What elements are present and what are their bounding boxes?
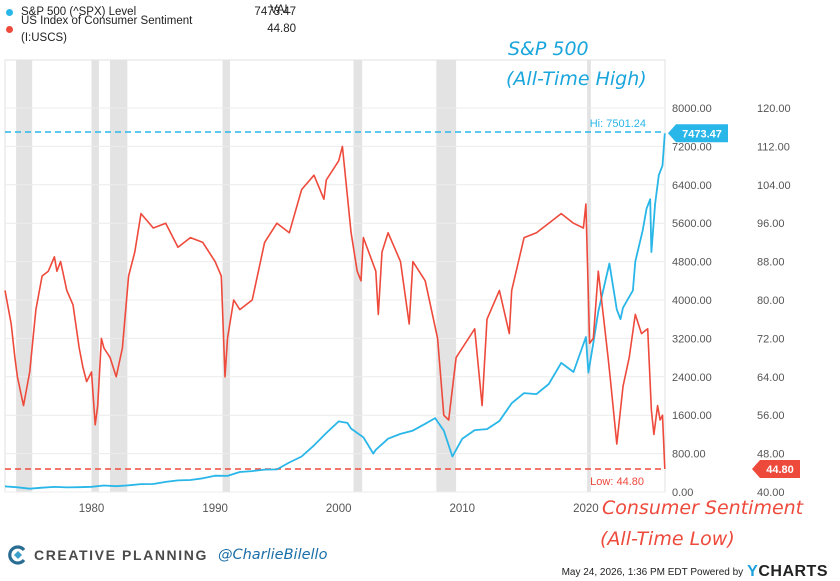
right-axis-tick-label: 56.00 xyxy=(757,410,785,422)
creative-planning-logo-icon xyxy=(8,545,26,565)
ycharts-logo[interactable]: YCHARTS xyxy=(747,563,828,580)
x-axis-tick-label: 2000 xyxy=(326,503,352,515)
right-axis-tick-label: 96.00 xyxy=(757,218,785,230)
recession-band xyxy=(436,60,457,492)
sentiment-series-line xyxy=(4,145,666,470)
spx-high-label: Hi: 7501.24 xyxy=(590,118,646,130)
left-axis-tick-label: 4000.00 xyxy=(672,295,712,307)
sentiment-annotation-subtitle: (All-Time Low) xyxy=(600,528,735,550)
recession-band xyxy=(353,60,363,492)
sentiment-last-value-text: 44.80 xyxy=(766,464,794,476)
spx-series-line xyxy=(4,133,666,490)
legend-item-sentiment[interactable]: US Index of Consumer Sentiment (I:USCS) … xyxy=(6,15,296,44)
left-axis-tick-label: 6400.00 xyxy=(672,180,712,192)
x-axis-tick-label: 2010 xyxy=(450,503,476,515)
x-axis-tick-label: 2020 xyxy=(573,503,599,515)
brand-name: CREATIVE PLANNING xyxy=(34,547,208,563)
left-axis-tick-label: 7200.00 xyxy=(672,141,712,153)
right-axis-tick-label: 40.00 xyxy=(757,487,785,499)
legend-label: US Index of Consumer Sentiment (I:USCS) xyxy=(21,14,193,44)
spx-last-value-tag xyxy=(668,124,728,143)
left-axis-tick-label: 4800.00 xyxy=(672,257,712,269)
right-axis-tick-label: 104.00 xyxy=(757,180,791,192)
x-axis-tick-label: 1980 xyxy=(79,503,105,515)
left-axis-tick-label: 8000.00 xyxy=(672,103,712,115)
spx-annotation-subtitle: (All-Time High) xyxy=(506,68,647,90)
left-axis-tick-label: 0.00 xyxy=(672,487,693,499)
legend-item-spx[interactable]: S&P 500 (^SPX) Level 7473.47 xyxy=(6,4,296,21)
recession-band xyxy=(587,60,591,492)
sentiment-last-value-tag xyxy=(752,459,800,478)
sentiment-low-label: Low: 44.80 xyxy=(590,476,644,488)
legend-label: S&P 500 (^SPX) Level xyxy=(21,6,137,18)
sentiment-annotation-title: Consumer Sentiment xyxy=(602,497,804,519)
spx-last-value-text: 7473.47 xyxy=(682,128,722,140)
right-axis-tick-label: 64.00 xyxy=(757,372,785,384)
brand-bar: CREATIVE PLANNING @CharlieBilello xyxy=(8,545,327,565)
legend-value-header: VAL xyxy=(270,4,291,16)
recession-band xyxy=(222,60,230,492)
left-axis-tick-label: 1600.00 xyxy=(672,410,712,422)
sentiment-dot-icon xyxy=(6,26,13,33)
right-axis-tick-label: 120.00 xyxy=(757,103,791,115)
recession-band xyxy=(110,60,128,492)
spx-annotation-title: S&P 500 xyxy=(508,38,589,60)
legend-value: 7473.47 xyxy=(254,6,296,18)
right-axis-tick-label: 48.00 xyxy=(757,449,785,461)
right-axis-tick-label: 112.00 xyxy=(757,141,790,153)
left-axis-tick-label: 800.00 xyxy=(672,449,706,461)
legend-value: 44.80 xyxy=(267,23,296,35)
left-axis-tick-label: 2400.00 xyxy=(672,372,712,384)
x-axis-tick-label: 1990 xyxy=(202,503,228,515)
plot-area xyxy=(4,59,666,493)
footer-attribution: May 24, 2026, 1:36 PM EDT Powered by YCH… xyxy=(562,563,828,581)
left-axis-tick-label: 5600.00 xyxy=(672,218,712,230)
ycharts-logo-rest: CHARTS xyxy=(758,563,828,580)
recession-band xyxy=(91,60,99,492)
legend: S&P 500 (^SPX) Level 7473.47 US Index of… xyxy=(6,4,296,44)
timestamp: May 24, 2026, 1:36 PM EDT Powered by xyxy=(561,566,744,578)
recession-band xyxy=(16,60,33,492)
right-axis-tick-label: 72.00 xyxy=(757,333,785,345)
spx-dot-icon xyxy=(6,9,13,16)
author-handle[interactable]: @CharlieBilello xyxy=(217,547,328,563)
right-axis-tick-label: 80.00 xyxy=(757,295,785,307)
left-axis-tick-label: 3200.00 xyxy=(672,333,712,345)
right-axis-tick-label: 88.00 xyxy=(757,257,785,269)
